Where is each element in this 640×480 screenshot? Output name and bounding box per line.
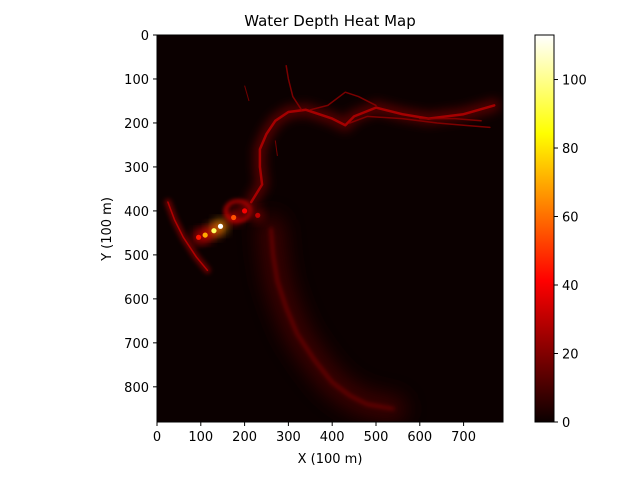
river-channel xyxy=(249,104,496,204)
x-axis-label: X (100 m) xyxy=(298,452,363,467)
x-tick-label: 500 xyxy=(364,430,389,445)
colorbar-tick-label: 20 xyxy=(562,348,579,363)
lower-channel xyxy=(269,227,395,410)
y-tick-label: 0 xyxy=(141,29,149,44)
x-tick-label: 600 xyxy=(407,430,432,445)
y-axis-label: Y (100 m) xyxy=(100,197,115,262)
plot-frame xyxy=(156,34,504,423)
coast-edge xyxy=(167,201,209,272)
heatmap-plot-area xyxy=(156,34,504,423)
colorbar-tick-label: 60 xyxy=(562,211,579,226)
y-tick-label: 100 xyxy=(124,73,149,88)
colorbar-tick-label: 40 xyxy=(562,279,579,294)
x-tick-label: 200 xyxy=(232,430,257,445)
side-channel xyxy=(285,65,303,111)
y-tick-label: 400 xyxy=(124,205,149,220)
channel-branch xyxy=(274,140,278,156)
colorbar-tick-label: 80 xyxy=(562,142,579,157)
side-channel xyxy=(309,91,377,111)
hotspot xyxy=(241,208,248,214)
y-tick-label: 500 xyxy=(124,249,149,264)
colorbar-gradient xyxy=(534,34,555,423)
colorbar-tick-label: 100 xyxy=(562,74,587,89)
y-tick-label: 700 xyxy=(124,337,149,352)
x-tick-label: 700 xyxy=(451,430,476,445)
colorbar: 0 20 40 60 80 100 xyxy=(534,34,587,431)
x-tick-label: 400 xyxy=(320,430,345,445)
y-tick-label: 300 xyxy=(124,161,149,176)
y-tick-label: 800 xyxy=(124,381,149,396)
hotspot xyxy=(255,212,261,218)
chart-title: Water Depth Heat Map xyxy=(244,12,416,30)
hotspot xyxy=(231,214,237,221)
channel-branch xyxy=(244,85,250,102)
hotspot xyxy=(217,223,224,229)
colorbar-tick-label: 0 xyxy=(562,416,570,431)
hotspot xyxy=(202,232,208,238)
x-tick-label: 100 xyxy=(188,430,213,445)
x-tick-label: 300 xyxy=(276,430,301,445)
y-tick-label: 200 xyxy=(124,117,149,132)
x-tick-label: 0 xyxy=(153,430,161,445)
side-channel xyxy=(348,115,491,129)
side-channel xyxy=(419,117,482,122)
y-tick-label: 600 xyxy=(124,293,149,308)
hotspot xyxy=(211,228,217,234)
hotspot xyxy=(196,234,202,240)
